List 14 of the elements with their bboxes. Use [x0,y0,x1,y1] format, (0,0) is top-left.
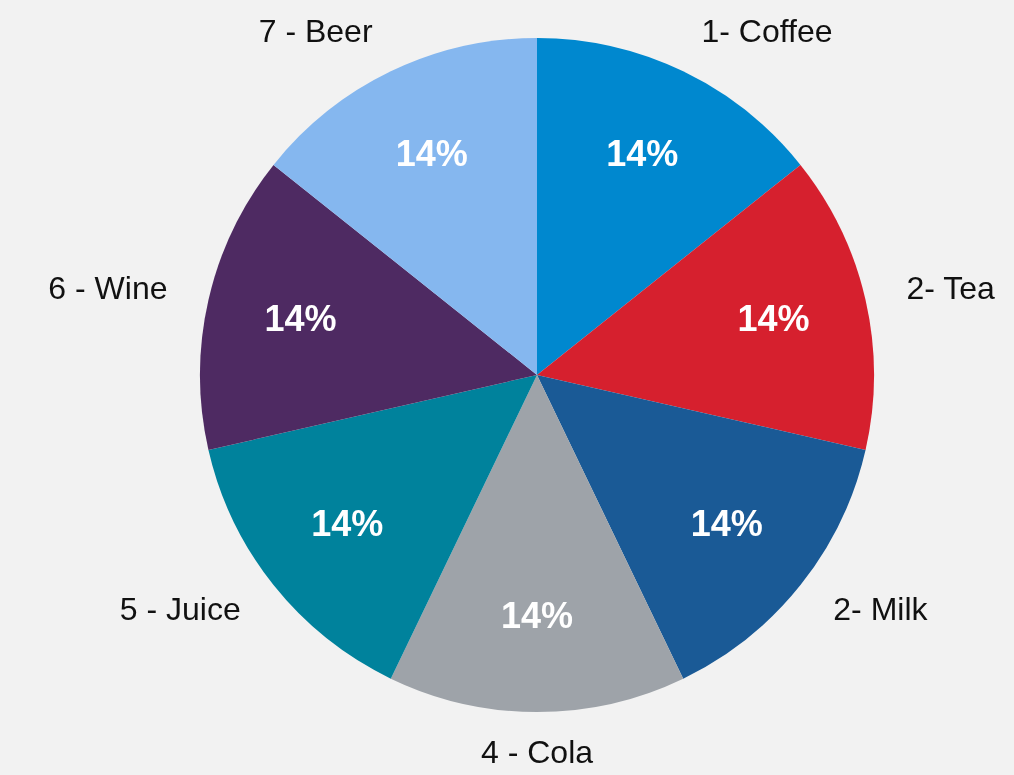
slice-label: 6 - Wine [48,270,168,307]
slice-label: 5 - Juice [119,591,241,628]
data-label: 14% [737,297,810,339]
data-label: 14% [690,503,763,545]
data-label: 14% [606,133,679,175]
data-label: 14% [311,503,384,545]
slice-label: 7 - Beer [258,13,373,50]
data-label: 14% [500,594,574,636]
slice-label: 4 - Cola [480,733,594,770]
data-label: 14% [264,297,337,339]
slice-label: 2- Milk [833,591,929,628]
slice-label: 1- Coffee [701,13,833,50]
slice-label: 2- Tea [906,270,996,307]
data-label: 14% [395,133,468,175]
